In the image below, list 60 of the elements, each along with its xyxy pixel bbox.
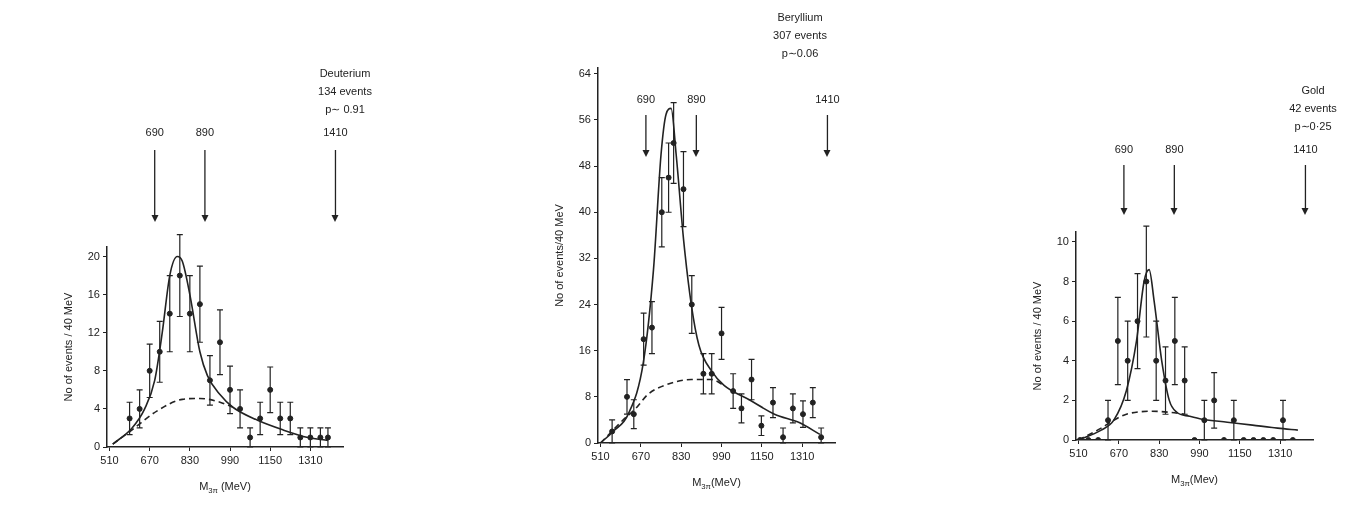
- x-tick-label: 670: [631, 449, 651, 462]
- text: 307 events: [773, 28, 828, 41]
- text: p∼0·25: [1294, 119, 1332, 132]
- y-tick-label: 64: [578, 66, 591, 79]
- x-tick-label: 990: [1190, 446, 1209, 459]
- ref-line-label: 890: [1165, 143, 1184, 156]
- ref-line-label: 890: [687, 93, 706, 106]
- y-tick-label: 56: [578, 112, 591, 125]
- x-tick-label: 990: [712, 449, 731, 462]
- y-tick-label: 6: [1062, 314, 1069, 327]
- x-tick-label: 830: [180, 453, 200, 466]
- x-tick-label: 830: [672, 449, 691, 462]
- ref-line-label: 690: [636, 93, 656, 106]
- chart-title: Beryllium: [777, 10, 823, 23]
- y-tick-label: 16: [87, 287, 100, 300]
- chart-title: Deuterium: [319, 66, 371, 79]
- y-tick-label: 20: [87, 249, 100, 262]
- y-axis-title: No of events / 40 MeV: [62, 291, 75, 402]
- text: p∼0.06: [781, 46, 819, 59]
- chart-title: Gold: [1301, 83, 1325, 96]
- x-tick-label: 670: [1109, 446, 1129, 459]
- y-tick-label: 10: [1056, 234, 1069, 247]
- x-tick-label: 510: [591, 449, 610, 462]
- y-tick-label: 48: [578, 159, 591, 172]
- x-tick-label: 990: [220, 453, 240, 466]
- y-tick-label: 12: [87, 325, 100, 338]
- y-tick-label: 2: [1062, 393, 1069, 406]
- y-axis-title: No of events/40 MeV: [553, 203, 566, 307]
- text: 42 events: [1289, 101, 1338, 114]
- ref-line-label: 1410: [1293, 143, 1318, 156]
- y-tick-label: 4: [93, 401, 100, 414]
- ref-line-label: 1410: [815, 93, 840, 106]
- x-tick-label: 1150: [1228, 446, 1252, 459]
- x-tick-label: 670: [140, 453, 159, 466]
- y-tick-label: 40: [578, 205, 591, 218]
- y-tick-label: 8: [93, 363, 100, 376]
- x-tick-label: 1310: [1267, 446, 1293, 459]
- text: 134 events: [318, 84, 373, 97]
- x-tick-label: 830: [1150, 446, 1169, 459]
- y-tick-label: 24: [578, 297, 591, 310]
- x-tick-label: 510: [1069, 446, 1088, 459]
- y-tick-label: 0: [1062, 433, 1069, 446]
- y-tick-label: 0: [93, 440, 100, 453]
- ref-line-label: 890: [195, 126, 215, 139]
- x-tick-label: 1150: [258, 453, 283, 466]
- ref-line-label: 690: [1114, 143, 1134, 156]
- y-tick-label: 0: [584, 436, 591, 449]
- ref-line-label: 690: [145, 126, 164, 139]
- x-tick-label: 510: [100, 453, 119, 466]
- y-tick-label: 8: [1062, 274, 1069, 287]
- y-tick-label: 4: [1062, 353, 1069, 366]
- text: p∼ 0.91: [325, 102, 365, 115]
- y-axis-title: No of events / 40 MeV: [1031, 280, 1044, 391]
- y-tick-label: 32: [578, 251, 591, 264]
- y-tick-label: 16: [578, 343, 591, 356]
- ref-line-label: 1410: [323, 126, 348, 139]
- y-tick-label: 8: [584, 389, 591, 402]
- x-tick-label: 1150: [750, 449, 774, 462]
- x-tick-label: 1310: [298, 453, 323, 466]
- x-tick-label: 1310: [789, 449, 815, 462]
